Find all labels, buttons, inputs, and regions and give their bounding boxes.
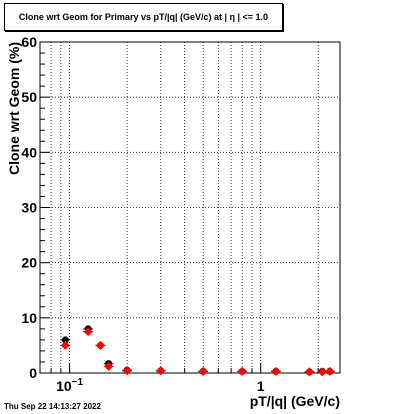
timestamp: Thu Sep 22 14:13:27 2022 bbox=[4, 402, 101, 411]
data-point bbox=[83, 327, 93, 337]
data-point bbox=[104, 361, 114, 371]
y-tick-label: 10 bbox=[21, 310, 37, 326]
chart-title-box: Clone wrt Geom for Primary vs pT/|q| (Ge… bbox=[4, 3, 283, 31]
data-point bbox=[122, 366, 132, 376]
y-tick-label: 60 bbox=[21, 34, 37, 50]
x-tick-label: 10−1 bbox=[56, 377, 83, 394]
y-tick-label: 50 bbox=[21, 89, 37, 105]
data-point bbox=[304, 367, 314, 377]
data-point bbox=[198, 366, 208, 376]
data-point bbox=[61, 336, 69, 344]
chart-title: Clone wrt Geom for Primary vs pT/|q| (Ge… bbox=[18, 12, 269, 22]
y-tick-label: 0 bbox=[29, 365, 37, 381]
y-tick-label: 30 bbox=[21, 200, 37, 216]
data-point bbox=[271, 366, 281, 376]
data-point bbox=[95, 340, 105, 350]
data-point bbox=[317, 367, 327, 377]
data-point bbox=[156, 366, 166, 376]
x-tick-label: 1 bbox=[257, 378, 265, 394]
data-point bbox=[237, 366, 247, 376]
x-axis-label: pT/|q| (GeV/c) bbox=[250, 393, 340, 409]
y-axis-label: Clone wrt Geom (%) bbox=[6, 42, 22, 175]
y-tick-label: 20 bbox=[21, 255, 37, 271]
y-tick-label: 40 bbox=[21, 144, 37, 160]
data-point bbox=[60, 340, 70, 350]
data-point bbox=[325, 366, 335, 376]
